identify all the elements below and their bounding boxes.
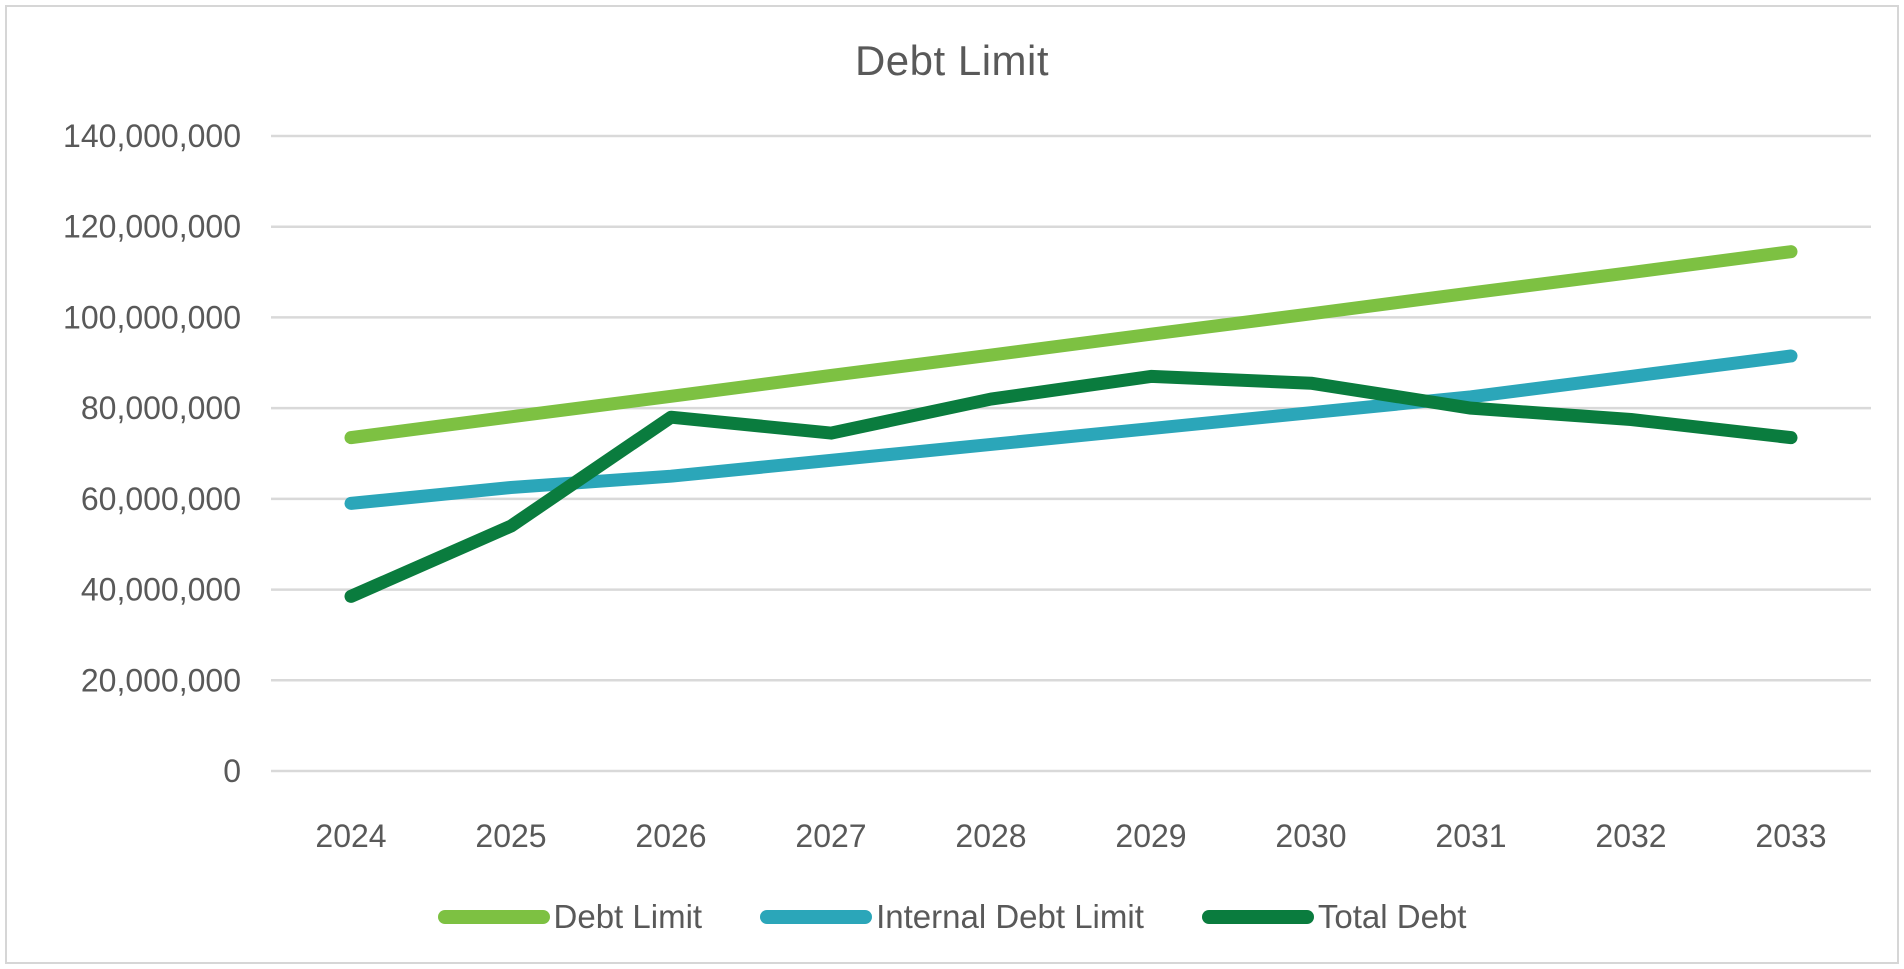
y-tick-label: 20,000,000 [81,662,241,698]
x-tick-label: 2025 [475,818,546,854]
chart-title: Debt Limit [854,37,1050,84]
legend-label: Internal Debt Limit [876,898,1144,935]
x-tick-label: 2031 [1435,818,1506,854]
x-tick-label: 2028 [955,818,1026,854]
y-tick-label: 40,000,000 [81,572,241,608]
x-tick-label: 2033 [1755,818,1826,854]
x-tick-label: 2032 [1595,818,1666,854]
legend-item-internal-debt-limit: Internal Debt Limit [760,898,1144,936]
x-tick-label: 2029 [1115,818,1186,854]
y-tick-label: 80,000,000 [81,390,241,426]
x-tick-label: 2030 [1275,818,1346,854]
series-line-debt-limit [344,245,1798,445]
series-line-internal-debt-limit [344,349,1798,510]
line-chart-plot: 0 20,000,000 40,000,000 60,000,000 80,000,00… [63,118,1871,854]
legend-swatch [437,910,550,924]
legend-swatch [1201,910,1314,924]
y-tick-label: 140,000,000 [63,118,241,154]
y-tick-label: 100,000,000 [63,299,241,335]
legend-label: Debt Limit [553,898,703,935]
y-tick-label: 0 [223,753,241,789]
series-line-total-debt [344,369,1798,603]
y-tick-label: 120,000,000 [63,209,241,245]
x-tick-label: 2027 [795,818,866,854]
x-tick-label: 2024 [315,818,386,854]
legend-swatch [760,910,873,924]
chart-legend: Debt Limit Internal Debt Limit Total Debt [7,889,1897,945]
legend-item-debt-limit: Debt Limit [437,898,703,936]
y-tick-label: 60,000,000 [81,481,241,517]
x-tick-label: 2026 [635,818,706,854]
legend-item-total-debt: Total Debt [1201,898,1467,936]
chart-frame: Debt Limit 0 20,000,000 40,000,000 60,000,0… [5,5,1899,964]
legend-label: Total Debt [1317,898,1467,935]
